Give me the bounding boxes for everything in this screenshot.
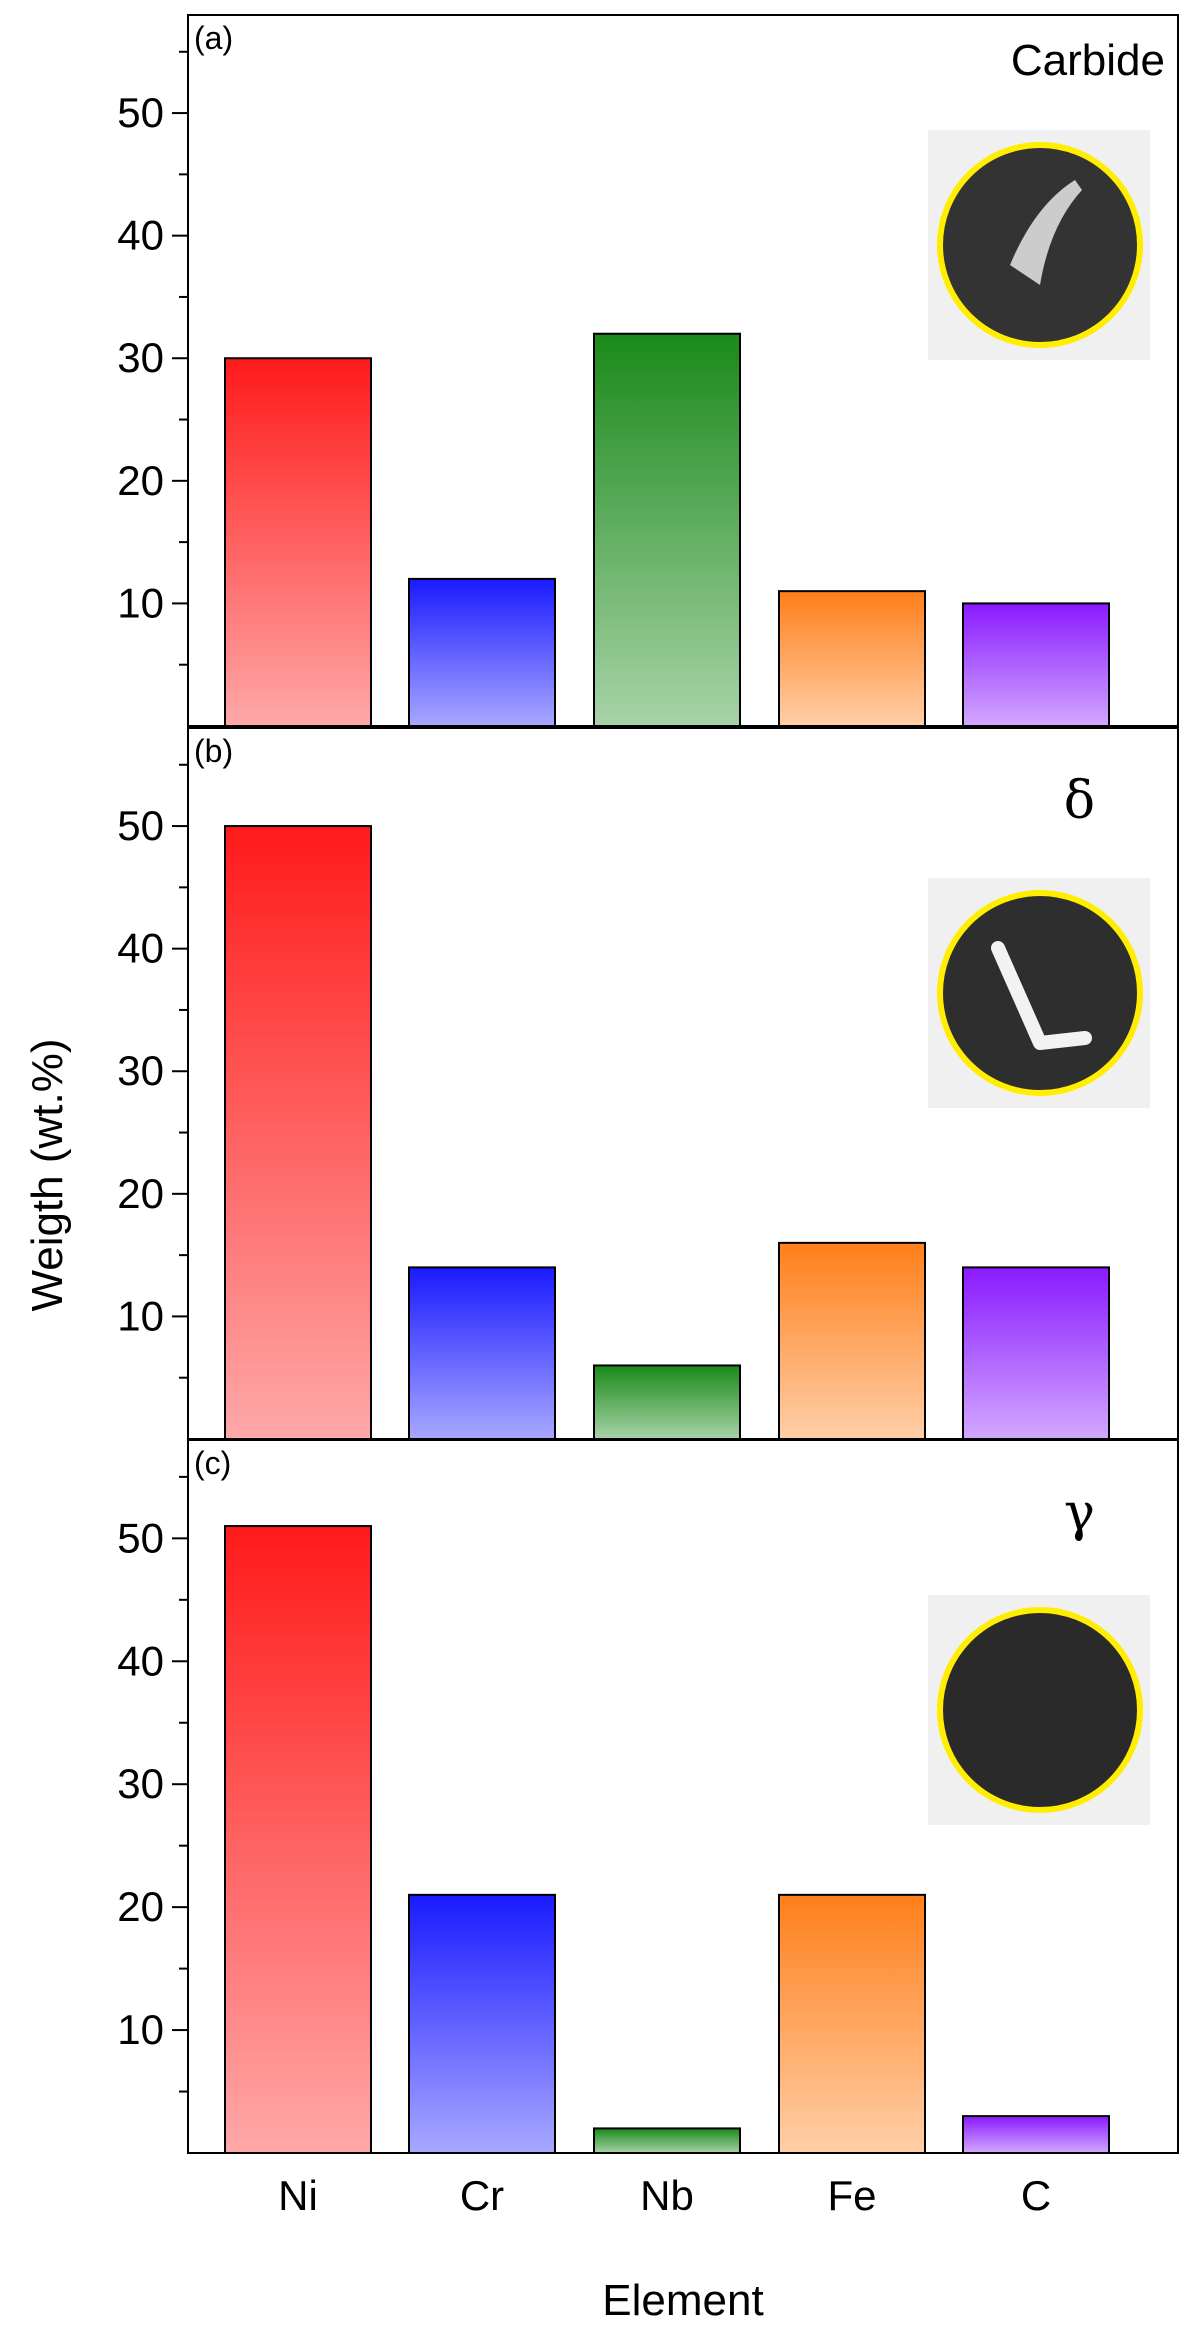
y-tick-label: 50	[117, 89, 164, 136]
x-tick-label: C	[1021, 2172, 1051, 2219]
y-axis-label: Weigth (wt.%)	[23, 1038, 72, 1311]
y-tick-label: 30	[117, 1760, 164, 1807]
panel-label: (b)	[194, 733, 233, 769]
phase-label: γ	[1064, 1483, 1095, 1543]
bar-nb	[593, 2127, 741, 2155]
y-tick-label: 10	[117, 2006, 164, 2053]
y-tick-label: 10	[117, 579, 164, 626]
y-tick-label: 30	[117, 1047, 164, 1094]
bar-ni	[224, 357, 372, 727]
phase-label: Carbide	[1011, 36, 1165, 85]
micrograph-inset	[937, 1607, 1143, 1813]
x-tick-label: Cr	[460, 2172, 504, 2219]
y-tick-label: 50	[117, 1514, 164, 1561]
panel-a: 10 20 30 40 50 (a) Carbide	[117, 14, 1179, 728]
x-tick-label: Fe	[827, 2172, 876, 2219]
micrograph-inset	[937, 890, 1143, 1096]
micrograph-feature	[991, 941, 1092, 1050]
x-tick-label: Ni	[278, 2172, 318, 2219]
bar-fe	[778, 1241, 926, 1440]
y-tick-label: 30	[117, 334, 164, 381]
micrograph-feature	[1010, 180, 1082, 285]
panel-label: (c)	[194, 1445, 231, 1481]
bar-nb	[593, 1364, 741, 1440]
y-tick-label: 40	[117, 212, 164, 259]
bar-c	[962, 602, 1110, 728]
bar-ni	[224, 825, 372, 1440]
bar-fe	[778, 1893, 926, 2155]
bar-nb	[593, 332, 741, 727]
y-tick-label: 50	[117, 802, 164, 849]
y-tick-label: 20	[117, 1170, 164, 1217]
y-tick-label: 40	[117, 925, 164, 972]
panel-b: 10 20 30 40 50 (b) δ	[117, 727, 1179, 1440]
y-tick-label: 10	[117, 1292, 164, 1339]
phase-label: δ	[1064, 771, 1095, 831]
bar-cr	[408, 1893, 556, 2155]
bar-ni	[224, 1525, 372, 2155]
panel-label: (a)	[194, 20, 233, 56]
bar-cr	[408, 1266, 556, 1440]
bar-cr	[408, 577, 556, 727]
x-tick-label: Nb	[640, 2172, 694, 2219]
y-tick-label: 20	[117, 1883, 164, 1930]
bar-c	[962, 2115, 1110, 2154]
y-tick-label: 20	[117, 457, 164, 504]
y-tick-label: 40	[117, 1637, 164, 1684]
bar-fe	[778, 590, 926, 727]
x-axis-label: Element	[602, 2276, 763, 2325]
panel-c: 10 20 30 40 50 (c) γ	[117, 1439, 1179, 2155]
bar-c	[962, 1266, 1110, 1440]
